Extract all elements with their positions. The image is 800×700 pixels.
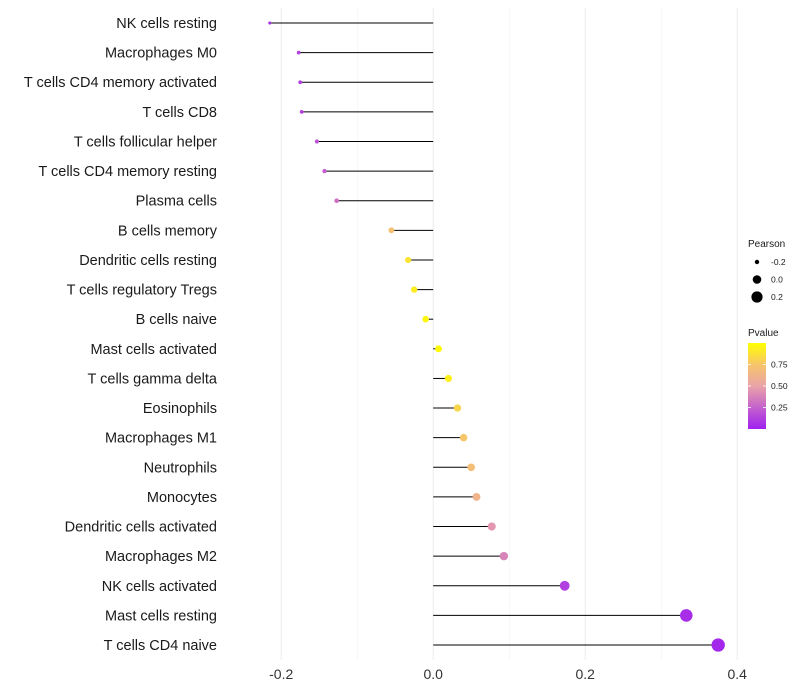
category-label: T cells CD8 (142, 105, 217, 121)
lollipop-point (422, 315, 429, 323)
lollipop-point (453, 404, 462, 412)
lollipop-stems (269, 22, 719, 646)
legend: Pearson -0.2 0.0 0.2 Pvalue 0.25 0.50 0.75 (748, 239, 788, 429)
lollipop-point (487, 522, 496, 531)
size-legend-label: 0.2 (771, 292, 783, 302)
category-label: Eosinophils (143, 401, 217, 417)
x-tick-label: 0.0 (423, 666, 443, 682)
category-label: T cells CD4 memory resting (38, 164, 217, 180)
category-label: Dendritic cells activated (65, 520, 217, 536)
size-legend-key (752, 275, 762, 284)
category-label: Mast cells resting (105, 608, 217, 624)
colorbar-tick-label: 0.50 (771, 381, 788, 391)
size-legend-key (751, 291, 763, 303)
category-label: T cells follicular helper (74, 134, 217, 150)
lollipop-point (459, 433, 468, 442)
category-label: B cells naive (136, 312, 217, 328)
category-label: T cells CD4 naive (104, 638, 217, 654)
lollipop-point (411, 286, 418, 293)
category-label: Macrophages M1 (105, 431, 217, 447)
legend-size-title: Pearson (748, 239, 785, 250)
x-tick-label: 0.4 (727, 666, 747, 682)
lollipop-point (435, 345, 442, 353)
lollipop-point (268, 21, 272, 25)
size-legend-label: 0.0 (771, 275, 783, 285)
category-label: NK cells resting (116, 16, 217, 32)
lollipop-point (444, 374, 452, 383)
size-legend-key (754, 259, 760, 265)
colorbar-tick-label: 0.75 (771, 360, 788, 370)
lollipop-point (296, 50, 301, 55)
category-label: B cells memory (118, 223, 218, 239)
x-tick-label: -0.2 (269, 666, 293, 682)
legend-color-title: Pvalue (748, 328, 779, 339)
pvalue-colorbar (748, 343, 766, 429)
size-legend-label: -0.2 (771, 257, 786, 267)
category-label: T cells gamma delta (88, 371, 218, 387)
lollipop-point (472, 493, 481, 501)
lollipop-point (679, 609, 693, 622)
color-legend-ticks: 0.25 0.50 0.75 (748, 360, 788, 413)
category-label: Macrophages M2 (105, 549, 217, 565)
category-label: Monocytes (147, 490, 217, 506)
category-label: T cells regulatory Tregs (67, 283, 217, 299)
grid-lines (280, 8, 738, 660)
size-legend: -0.2 0.0 0.2 (751, 257, 786, 303)
lollipop-point (405, 256, 412, 264)
lollipop-points (268, 21, 725, 652)
category-labels: NK cells resting Macrophages M0 T cells CD… (24, 16, 218, 654)
lollipop-point (298, 80, 303, 85)
lollipop-point (314, 139, 320, 144)
category-label: Neutrophils (144, 460, 217, 476)
colorbar-tick-label: 0.25 (771, 403, 788, 413)
lollipop-point (499, 551, 509, 561)
x-tick-label: 0.2 (575, 666, 595, 682)
x-axis-ticks: -0.2 0.0 0.2 0.4 (269, 666, 747, 682)
lollipop-point (711, 638, 725, 652)
lollipop-point (322, 168, 327, 174)
category-label: Mast cells activated (90, 342, 217, 358)
lollipop-point (388, 227, 395, 234)
category-label: T cells CD4 memory activated (24, 75, 217, 91)
category-label: Plasma cells (136, 194, 217, 210)
lollipop-point (299, 109, 304, 114)
category-label: NK cells activated (102, 579, 217, 595)
category-label: Dendritic cells resting (79, 253, 217, 269)
lollipop-point (467, 463, 476, 472)
lollipop-point (334, 198, 339, 204)
lollipop-point (559, 580, 570, 591)
category-label: Macrophages M0 (105, 46, 217, 62)
